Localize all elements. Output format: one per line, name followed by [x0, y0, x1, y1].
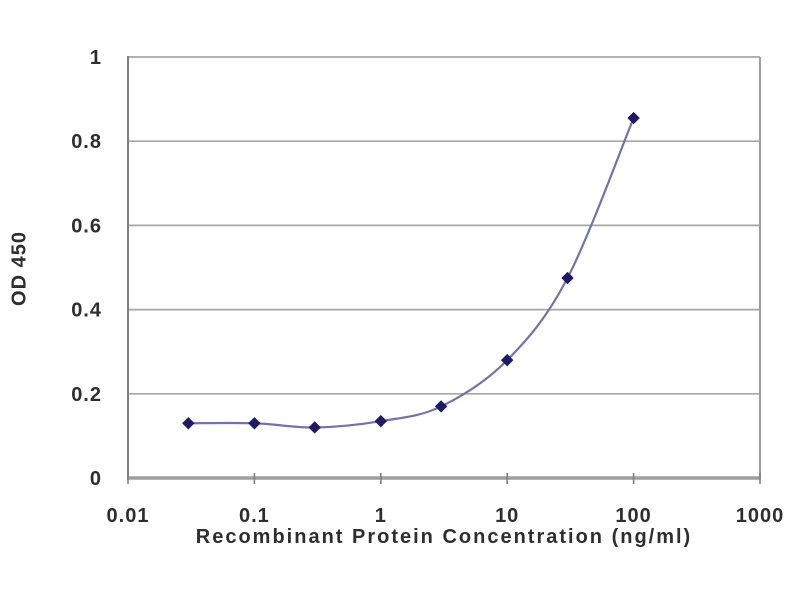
y-tick-label: 1 — [90, 47, 102, 69]
y-tick-label: 0 — [90, 468, 102, 490]
y-tick-label: 0.2 — [71, 384, 102, 406]
data-point-marker — [434, 400, 448, 413]
y-tick-label: 0.6 — [71, 215, 102, 237]
x-tick-label: 0.1 — [239, 505, 270, 527]
x-tick-label: 1 — [375, 505, 387, 527]
y-tick-label: 0.8 — [71, 131, 102, 153]
data-point-marker — [308, 421, 321, 434]
x-tick-label: 100 — [615, 505, 651, 527]
data-point-marker — [182, 417, 195, 430]
data-point-marker — [500, 353, 514, 367]
x-tick-label: 0.01 — [107, 505, 150, 527]
y-tick-label: 0.4 — [71, 300, 102, 322]
data-point-marker — [627, 111, 640, 125]
x-axis-title: Recombinant Protein Concentration (ng/ml… — [195, 526, 693, 548]
data-point-marker — [561, 271, 574, 285]
data-point-marker — [374, 414, 388, 428]
x-tick-label: 1000 — [736, 505, 785, 527]
x-tick-label: 10 — [495, 505, 519, 527]
y-axis-title: OD 450 — [8, 231, 31, 306]
data-point-marker — [248, 417, 261, 430]
